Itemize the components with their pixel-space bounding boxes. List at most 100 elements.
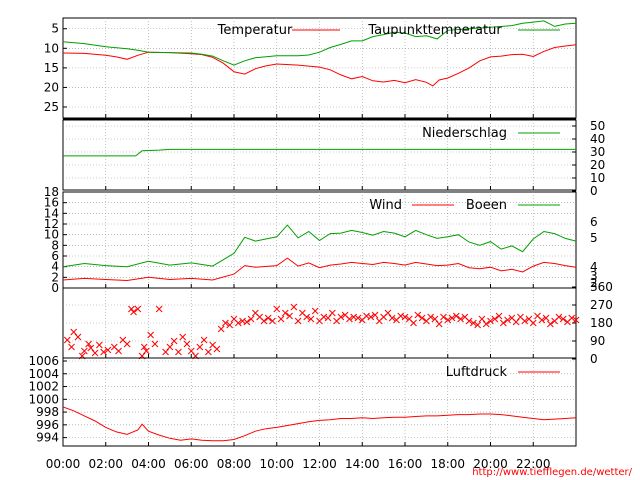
wind-direction-marker [200,336,208,344]
temperature-panel: 5 10 15 20 25 Temperatur Taupunkttemperatur [44,17,577,119]
pressure-ytick-label: 1006 [28,354,59,368]
wind-direction-marker [91,349,99,357]
wind-direction-marker [196,343,204,351]
wind-direction-marker [130,308,137,316]
x-tick-label: 06:00 [174,457,209,471]
wind-direction-marker [521,317,529,325]
wind-direction-marker [143,347,150,355]
wind-series-wind-line [63,257,576,282]
wind-direction-marker [401,313,409,321]
wind-direction-marker [354,314,362,322]
wind-direction-marker [151,340,159,348]
temperature-series-taupunkttemperatur-line [63,20,576,66]
wind-direction-marker [104,346,112,354]
wind-direction-marker [239,317,246,325]
wind-direction-marker [542,314,550,322]
wind-direction-marker [529,319,537,327]
wind-direction-marker [303,313,311,321]
credit-link[interactable]: http://www.tiefflegen.de/wetter/ [472,467,632,478]
x-tick-label: 10:00 [259,457,294,471]
wind-direction-marker [431,315,439,323]
precipitation-ytick-right-label: 10 [590,171,605,185]
wind-ytick-label: 8 [51,238,59,252]
wind-direction-marker [294,317,302,325]
wind-direction-panel: 0 90 180 270 360 [62,280,613,366]
wind-direction-marker [74,333,82,341]
x-tick-label: 08:00 [217,457,252,471]
pressure-ytick-label: 996 [36,418,59,432]
wind-direction-marker [264,314,272,322]
wind-direction-marker [222,319,229,327]
wind-direction-marker [87,344,95,352]
wind-direction-marker [491,315,499,323]
pressure-ytick-label: 998 [36,405,59,419]
pressure-legend-label: Luftdruck [446,365,508,380]
wind-direction-frame [62,287,577,359]
pressure-ytick-label: 1000 [28,392,59,406]
wind-direction-marker [234,319,242,327]
wind-direction-marker [384,309,392,317]
wind-direction-marker [410,319,417,327]
x-tick-label: 02:00 [88,457,123,471]
wind-ytick-label: 12 [44,217,59,231]
wind-direction-marker [147,331,154,339]
wind-direction-marker [572,316,580,324]
wind-direction-marker [260,317,268,325]
wind-direction-marker [371,311,379,319]
wind-direction-marker [269,317,276,325]
wind-direction-marker [183,340,191,348]
wind-direction-marker [546,320,554,328]
wind-direction-marker [320,313,328,321]
wind-direction-marker [290,303,298,311]
x-tick-label: 04:00 [131,457,166,471]
temperature-legend-label: Temperatur [217,23,293,38]
wind-direction-marker [63,336,71,344]
wind-direction-ytick-right-label: 270 [590,298,613,312]
wind-direction-marker [281,309,289,317]
wind-direction-marker [307,315,315,323]
wind-direction-marker [243,318,251,326]
temperature-ytick-label: 20 [44,80,59,94]
pressure-ytick-label: 994 [36,431,59,445]
wind-direction-marker [555,313,563,321]
wind-direction-marker [427,313,435,321]
temperature-ytick-label: 10 [44,41,59,55]
x-tick-label: 14:00 [345,457,380,471]
wind-direction-marker [388,314,396,322]
temperature-ytick-label: 15 [44,61,59,75]
wind-direction-marker [478,315,486,323]
wind-direction-marker [367,313,375,321]
wind-direction-marker [363,312,370,320]
x-tick-label: 00:00 [46,457,81,471]
precipitation-ytick-right-label: 50 [590,119,605,133]
wind-direction-ytick-right-label: 90 [590,334,605,348]
wind-direction-marker [179,333,187,341]
wind-direction-marker [277,315,285,323]
wind-direction-marker [504,316,511,324]
wind-legend-label: Wind [369,198,402,213]
wind-direction-marker [346,315,353,323]
precipitation-series-niederschlag-line [63,148,576,157]
wind-direction-marker [247,315,255,323]
wind-direction-marker [444,316,452,324]
precipitation-ytick-right-label: 40 [590,132,605,146]
x-tick-label: 16:00 [388,457,423,471]
wind-direction-marker [115,347,122,355]
wind-direction-marker [397,312,405,320]
pressure-series-luftdruck-line [63,406,576,442]
wind-direction-marker [337,313,345,321]
wind-direction-marker [162,348,169,356]
temperature-ytick-label: 5 [51,22,59,36]
wind-direction-marker [568,314,576,322]
wind-direction-marker [418,314,426,322]
wind-direction-marker [170,337,178,345]
wind-direction-marker [217,325,225,333]
wind-direction-marker [482,320,490,328]
wind-ytick-label: 14 [44,206,59,220]
wind-direction-marker [213,345,221,353]
wind-secondary-tick-label: 4 [590,260,598,274]
precipitation-legend-label: Niederschlag [422,126,507,141]
